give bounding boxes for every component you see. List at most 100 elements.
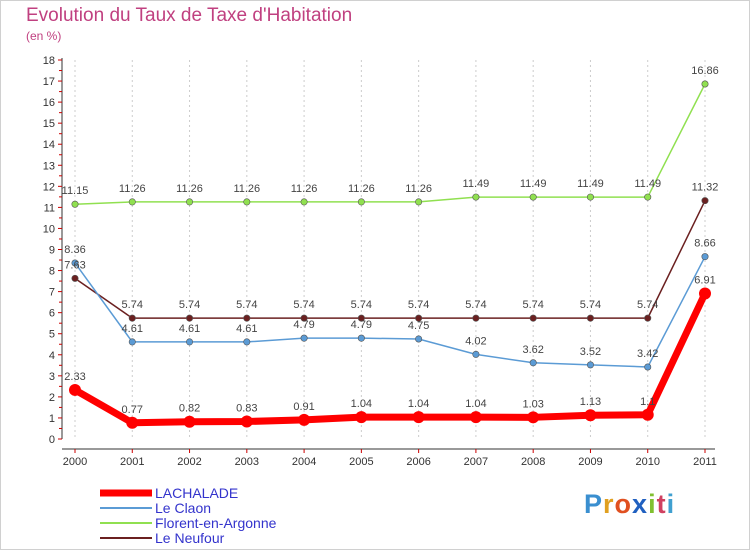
data-point <box>128 314 136 322</box>
data-label: 2.33 <box>64 371 85 383</box>
x-tick-label: 2005 <box>349 456 373 468</box>
series-lines <box>69 80 711 429</box>
data-point <box>71 259 79 267</box>
data-label: 11.26 <box>233 183 260 195</box>
data-point <box>644 314 652 322</box>
data-point <box>415 198 423 206</box>
data-point <box>641 408 654 421</box>
y-tick-label: 8 <box>49 266 55 278</box>
logo-letter: P <box>584 489 604 519</box>
y-tick-label: 4 <box>49 350 55 362</box>
data-label: 6.91 <box>694 275 715 287</box>
data-label: 11.26 <box>291 183 318 195</box>
data-label: 7.63 <box>64 259 85 271</box>
data-label: 3.62 <box>522 344 543 356</box>
data-point <box>584 409 597 422</box>
data-point <box>586 193 594 201</box>
data-point <box>644 363 652 371</box>
data-point <box>586 361 594 369</box>
data-label: 11.26 <box>119 183 146 195</box>
data-label: 11.49 <box>634 178 661 190</box>
x-tick-label: 2002 <box>177 456 201 468</box>
data-point <box>529 193 537 201</box>
logo-letter: r <box>603 489 615 519</box>
y-tick-label: 14 <box>43 139 55 151</box>
data-label: 11.26 <box>348 183 375 195</box>
data-label: 4.79 <box>293 319 314 331</box>
data-point <box>701 197 709 205</box>
x-tick-label: 2010 <box>635 456 659 468</box>
data-point <box>529 314 537 322</box>
x-tick-label: 2008 <box>521 456 545 468</box>
grid-lines <box>74 60 706 439</box>
data-label: 0.83 <box>236 403 257 415</box>
data-label: 16.86 <box>691 65 719 77</box>
data-label: 4.61 <box>179 323 200 335</box>
y-tick-label: 6 <box>49 308 55 320</box>
data-point <box>240 415 253 428</box>
data-point <box>412 411 425 424</box>
data-point <box>472 314 480 322</box>
legend-label: LACHALADE <box>155 485 238 501</box>
data-point <box>357 314 365 322</box>
data-label: 4.61 <box>122 323 143 335</box>
data-label: 4.02 <box>465 335 486 347</box>
data-point <box>183 415 196 428</box>
data-label: 4.75 <box>408 320 429 332</box>
data-label: 11.49 <box>463 178 490 190</box>
data-label: 5.74 <box>293 299 314 311</box>
data-label: 0.77 <box>122 404 143 416</box>
data-point <box>529 359 537 367</box>
logo-letter: o <box>614 489 633 519</box>
proxiti-logo: Proxiti <box>584 489 675 520</box>
data-point <box>300 314 308 322</box>
data-point <box>186 314 194 322</box>
data-label: 1.1 <box>640 396 655 408</box>
data-point <box>699 287 711 300</box>
data-label: 8.36 <box>64 244 85 256</box>
data-point <box>243 338 251 346</box>
data-label: 1.13 <box>580 396 601 408</box>
data-label: 11.26 <box>405 183 432 195</box>
data-label: 5.74 <box>465 299 486 311</box>
data-point <box>586 314 594 322</box>
data-point <box>71 274 79 282</box>
y-tick-label: 16 <box>43 97 55 109</box>
data-label: 11.26 <box>176 183 203 195</box>
x-tick-label: 2001 <box>120 456 144 468</box>
y-tick-label: 18 <box>43 55 55 67</box>
y-tick-label: 1 <box>49 413 55 425</box>
data-point <box>527 411 540 424</box>
series-line-1 <box>74 256 706 368</box>
data-point <box>357 334 365 342</box>
data-label: 1.04 <box>351 398 372 410</box>
data-label: 3.52 <box>580 346 601 358</box>
data-point <box>472 193 480 201</box>
data-point <box>355 411 368 424</box>
data-label: 0.91 <box>293 401 314 413</box>
data-point <box>701 80 709 88</box>
data-point <box>300 198 308 206</box>
y-tick-label: 3 <box>49 371 55 383</box>
y-tick-label: 2 <box>49 392 55 404</box>
data-point <box>644 193 652 201</box>
data-label: 5.74 <box>408 299 429 311</box>
legend-label: Le Claon <box>155 500 211 516</box>
x-tick-label: 2004 <box>292 456 316 468</box>
y-tick-label: 13 <box>43 160 55 172</box>
x-tick-label: 2009 <box>578 456 602 468</box>
data-point <box>126 416 139 429</box>
data-label: 4.61 <box>236 323 257 335</box>
data-label: 1.04 <box>465 398 486 410</box>
x-tick-label: 2006 <box>406 456 430 468</box>
data-point <box>69 383 81 396</box>
y-tick-label: 17 <box>43 76 55 88</box>
y-tick-label: 5 <box>49 329 55 341</box>
data-label: 5.74 <box>236 299 257 311</box>
data-point <box>71 200 79 208</box>
data-label: 4.79 <box>351 319 372 331</box>
data-label: 11.49 <box>520 178 547 190</box>
